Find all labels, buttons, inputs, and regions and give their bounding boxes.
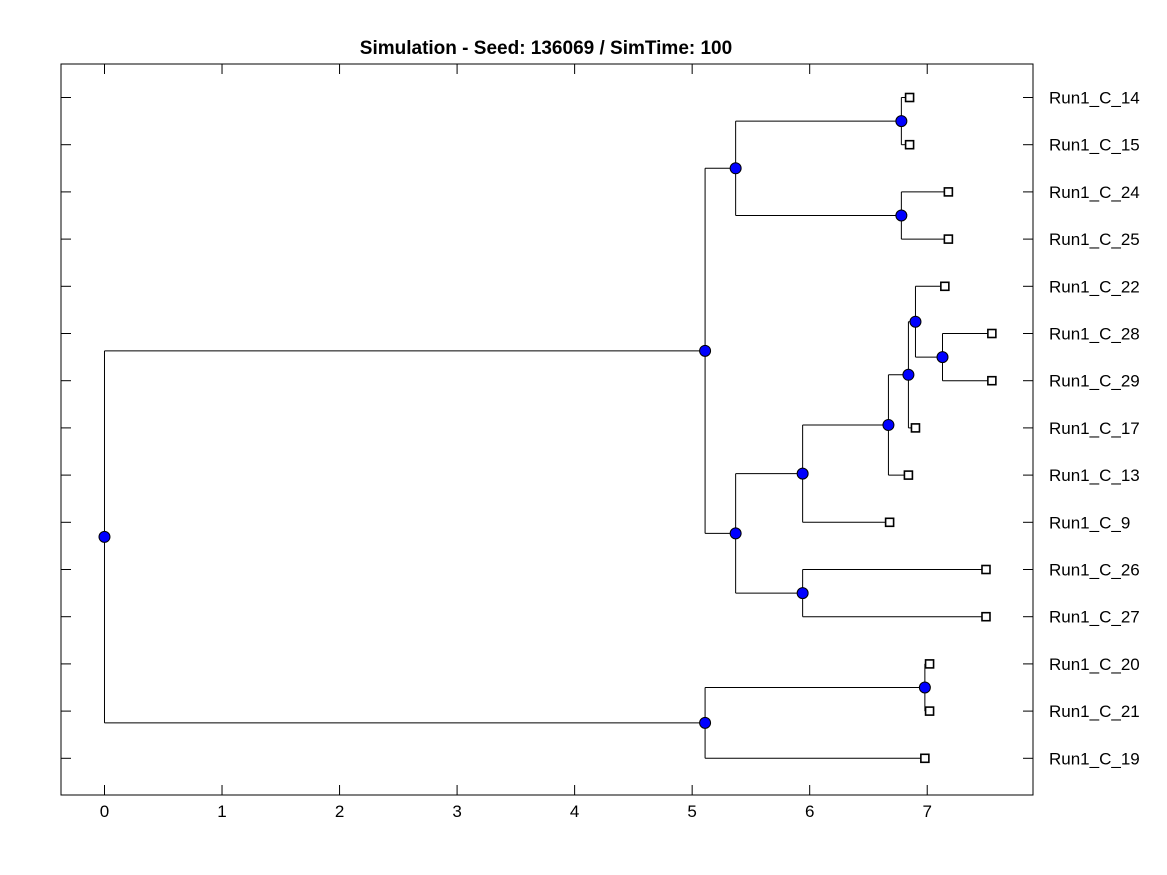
leaf-node	[920, 753, 930, 764]
leaf-label: Run1_C_9	[1049, 513, 1130, 532]
x-tick-label: 0	[100, 802, 109, 821]
chart-title: Simulation - Seed: 136069 / SimTime: 100	[360, 38, 732, 59]
x-tick-label: 3	[452, 802, 461, 821]
internal-node	[98, 530, 111, 543]
tree-edges	[103, 97, 992, 759]
leaf-node	[943, 234, 954, 244]
internal-node	[882, 418, 895, 431]
internal-node	[895, 209, 908, 222]
plot-frame	[60, 63, 1034, 796]
internal-node	[796, 467, 809, 480]
x-tick-label: 1	[217, 802, 226, 821]
leaf-node	[904, 139, 915, 150]
leaf-label: Run1_C_21	[1049, 702, 1140, 721]
leaf-node	[981, 564, 991, 575]
leaf-node	[924, 706, 935, 716]
internal-node	[729, 527, 742, 540]
internal-node	[729, 162, 742, 175]
leaf-node	[940, 281, 950, 292]
internal-node	[699, 716, 712, 729]
leaf-labels: Run1_C_14 Run1_C_15 Run1_C_24 Run1_C_25 Run1…	[1049, 89, 1140, 769]
x-axis: 0 1 2 3 4 5 6 7	[100, 64, 932, 821]
leaf-label: Run1_C_26	[1049, 561, 1140, 580]
leaf-label: Run1_C_29	[1049, 372, 1140, 391]
leaf-label: Run1_C_25	[1049, 230, 1140, 249]
leaf-node	[987, 375, 997, 386]
internal-node	[902, 368, 915, 381]
leaf-node	[924, 659, 935, 669]
internal-node	[909, 315, 922, 328]
leaf-label: Run1_C_27	[1049, 608, 1140, 627]
x-tick-label: 5	[687, 802, 696, 821]
internal-node	[895, 115, 908, 128]
leaf-label: Run1_C_24	[1049, 183, 1140, 202]
leaf-node	[987, 328, 997, 339]
leaf-node	[884, 517, 895, 528]
leaf-label: Run1_C_20	[1049, 655, 1140, 674]
leaf-label: Run1_C_17	[1049, 419, 1140, 438]
internal-node	[918, 681, 931, 694]
x-tick-label: 2	[335, 802, 344, 821]
x-tick-label: 6	[805, 802, 814, 821]
internal-node	[936, 351, 949, 364]
leaf-node	[943, 187, 954, 197]
tree-nodes	[98, 115, 949, 729]
leaf-label: Run1_C_13	[1049, 466, 1140, 485]
x-tick-label: 4	[570, 802, 579, 821]
x-tick-label: 7	[922, 802, 931, 821]
leaf-label: Run1_C_28	[1049, 325, 1140, 344]
leaf-node	[904, 92, 915, 103]
y-ticks	[61, 97, 1033, 759]
leaf-label: Run1_C_22	[1049, 277, 1140, 296]
tree-leaves	[884, 92, 997, 764]
leaf-label: Run1_C_14	[1049, 89, 1140, 108]
internal-node	[796, 587, 809, 600]
leaf-node	[910, 423, 921, 433]
leaf-label: Run1_C_19	[1049, 749, 1140, 768]
leaf-node	[981, 611, 991, 622]
leaf-node	[903, 470, 914, 480]
internal-node	[699, 344, 712, 357]
leaf-label: Run1_C_15	[1049, 136, 1140, 155]
